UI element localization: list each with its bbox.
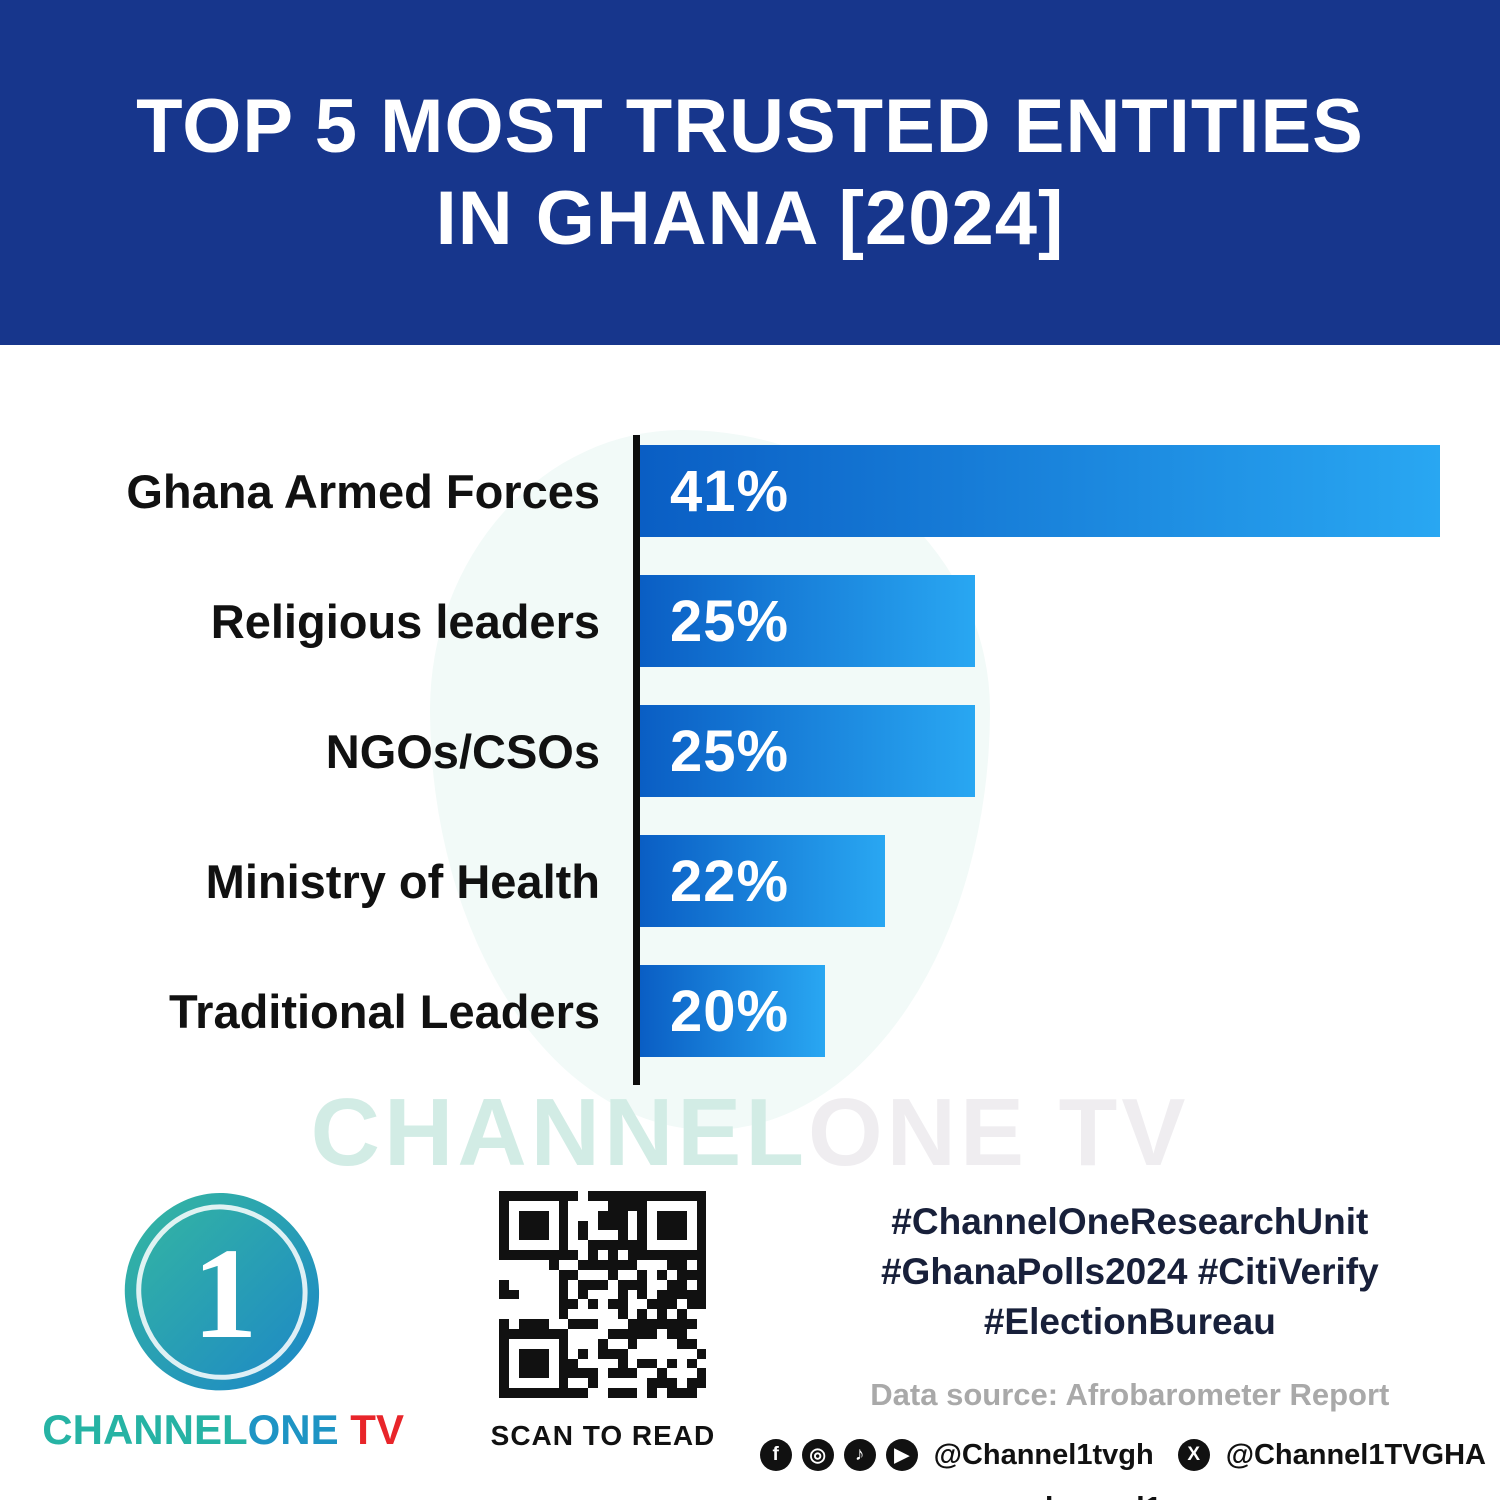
bar-track: 22% bbox=[640, 835, 1500, 927]
footer-info-block: #ChannelOneResearchUnit #GhanaPolls2024 … bbox=[759, 1185, 1500, 1500]
website-url: www.channel1news.com bbox=[948, 1490, 1312, 1500]
channel-one-logo-icon: 1 bbox=[124, 1192, 320, 1391]
chart-row: Ghana Armed Forces 41% bbox=[0, 445, 1500, 537]
brand-watermark: CHANNELONE TV bbox=[0, 1078, 1500, 1188]
bar-category-label: Traditional Leaders bbox=[169, 984, 600, 1038]
bar-chart: Ghana Armed Forces 41% Religious leaders 25… bbox=[0, 435, 1500, 1095]
hashtag-line-1: #ChannelOneResearchUnit bbox=[891, 1201, 1369, 1242]
page-title-line-1: TOP 5 MOST TRUSTED ENTITIES bbox=[136, 84, 1364, 170]
bar-category-label: Ghana Armed Forces bbox=[126, 464, 600, 518]
qr-block: SCAN TO READ bbox=[446, 1185, 759, 1500]
facebook-icon: f bbox=[759, 1439, 792, 1472]
qr-code bbox=[493, 1185, 713, 1404]
social-row: f ◎ ♪ ▶ @Channel1tvgh X @Channel1TVGHA bbox=[759, 1438, 1500, 1472]
bar: 25% bbox=[640, 705, 976, 797]
logo-block: 1 CHANNELONE TV bbox=[0, 1185, 446, 1500]
header-banner: TOP 5 MOST TRUSTED ENTITIES IN GHANA [20… bbox=[0, 0, 1500, 345]
brand-word-channel: CHANNEL bbox=[42, 1406, 248, 1453]
chart-row: NGOs/CSOs 25% bbox=[0, 705, 1500, 797]
qr-caption: SCAN TO READ bbox=[490, 1420, 716, 1451]
bar-category-label: NGOs/CSOs bbox=[325, 724, 600, 778]
bar-track: 20% bbox=[640, 965, 1500, 1057]
bar: 20% bbox=[640, 965, 825, 1057]
logo-digit: 1 bbox=[193, 1222, 258, 1366]
chart-row: Traditional Leaders 20% bbox=[0, 965, 1500, 1057]
chart-row: Ministry of Health 22% bbox=[0, 835, 1500, 927]
social-handle-x: @Channel1TVGHA bbox=[1225, 1438, 1486, 1471]
tiktok-icon: ♪ bbox=[843, 1439, 876, 1472]
bar-track: 25% bbox=[640, 705, 1500, 797]
youtube-icon: ▶ bbox=[885, 1439, 918, 1472]
bar-category-label: Ministry of Health bbox=[205, 854, 600, 908]
bar: 25% bbox=[640, 575, 976, 667]
hashtag-line-3: #ElectionBureau bbox=[983, 1300, 1276, 1342]
bar-value-label: 25% bbox=[670, 588, 790, 654]
brand-wordmark: CHANNELONE TV bbox=[42, 1406, 404, 1454]
page-title-line-2: IN GHANA [2024] bbox=[435, 175, 1065, 261]
bar-value-label: 41% bbox=[670, 458, 790, 524]
footer: 1 CHANNELONE TV SCAN TO READ #ChannelOne… bbox=[0, 1185, 1500, 1500]
bar-category-label: Religious leaders bbox=[210, 594, 600, 648]
x-icon: X bbox=[1177, 1439, 1210, 1472]
instagram-icon: ◎ bbox=[801, 1439, 834, 1472]
brand-watermark-part2: ONE TV bbox=[807, 1079, 1190, 1186]
data-source-note: Data source: Afrobarometer Report bbox=[870, 1376, 1390, 1412]
brand-word-tv: TV bbox=[338, 1406, 404, 1453]
bar: 41% bbox=[640, 445, 1440, 537]
bar-track: 25% bbox=[640, 575, 1500, 667]
chart-row: Religious leaders 25% bbox=[0, 575, 1500, 667]
brand-word-one: ONE bbox=[247, 1406, 339, 1453]
chart-axis-line bbox=[633, 435, 640, 1085]
chart-rows: Ghana Armed Forces 41% Religious leaders 25… bbox=[0, 445, 1500, 1057]
bar-value-label: 22% bbox=[670, 848, 790, 914]
bar-value-label: 25% bbox=[670, 718, 790, 784]
bar-value-label: 20% bbox=[670, 978, 790, 1044]
hashtag-line-2: #GhanaPolls2024 #CitiVerify bbox=[880, 1250, 1379, 1292]
bar-track: 41% bbox=[640, 445, 1500, 537]
bar: 22% bbox=[640, 835, 886, 927]
brand-watermark-part1: CHANNEL bbox=[310, 1079, 808, 1186]
hashtags: #ChannelOneResearchUnit #GhanaPolls2024 … bbox=[881, 1197, 1379, 1347]
social-handle-main: @Channel1tvgh bbox=[933, 1438, 1154, 1471]
